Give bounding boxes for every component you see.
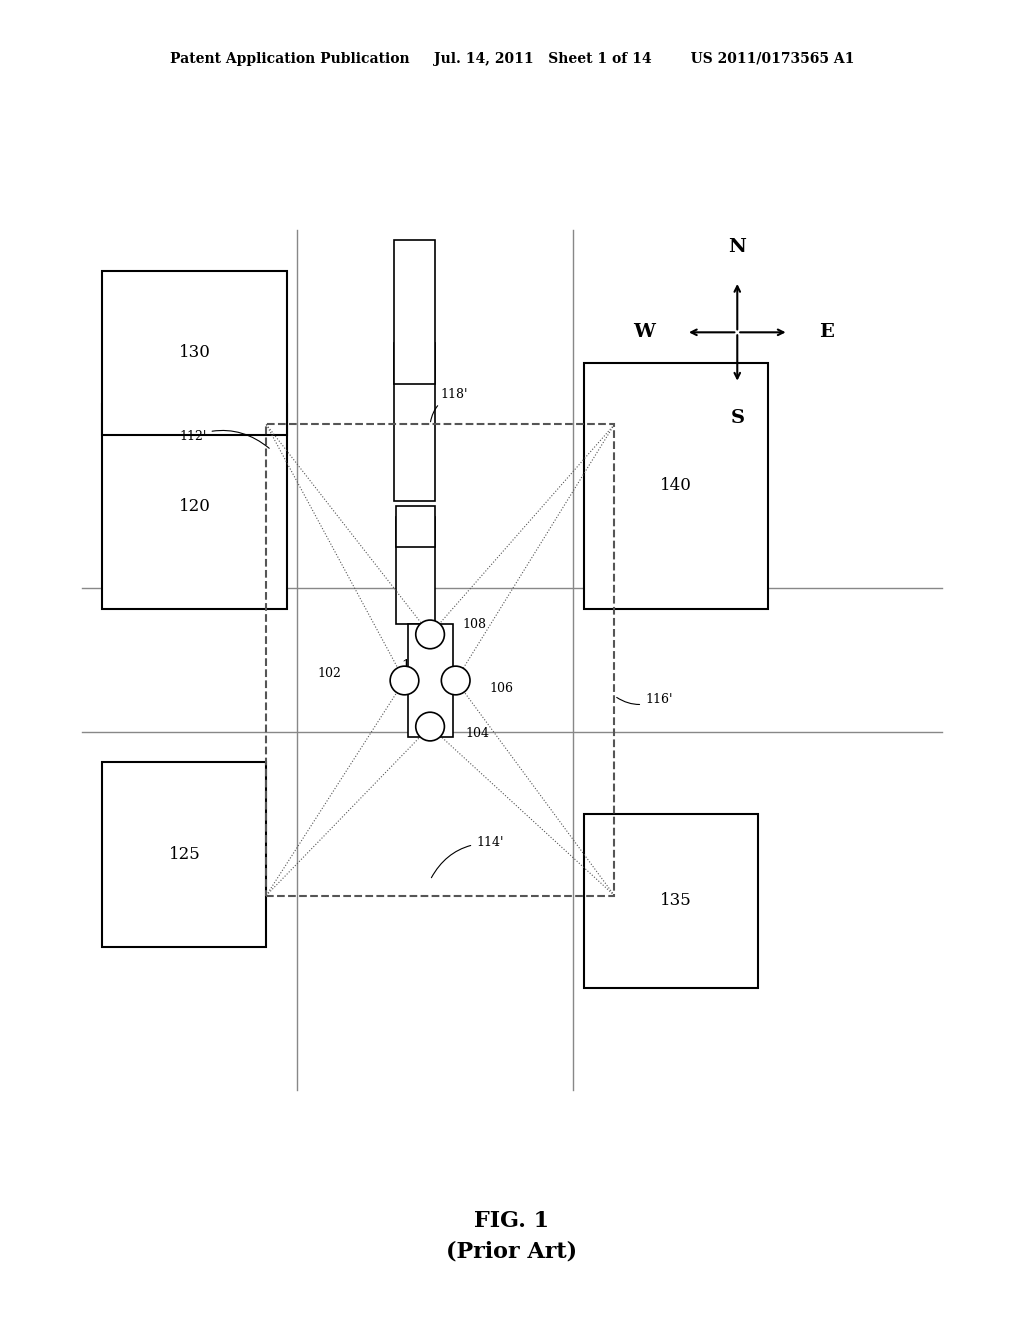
Text: 108: 108 <box>463 618 486 631</box>
Text: (Prior Art): (Prior Art) <box>446 1241 578 1262</box>
Bar <box>102 271 287 434</box>
Bar <box>394 343 435 502</box>
Text: 140: 140 <box>659 478 692 495</box>
Text: 106: 106 <box>489 682 513 696</box>
Text: 130: 130 <box>178 345 211 362</box>
Bar <box>102 404 287 609</box>
Text: 120: 120 <box>178 498 211 515</box>
Text: 135: 135 <box>659 892 692 909</box>
Text: FIG. 1: FIG. 1 <box>474 1210 550 1232</box>
Text: 125: 125 <box>168 846 201 863</box>
Bar <box>584 363 768 609</box>
Text: 116': 116' <box>616 693 673 706</box>
Bar <box>584 813 758 987</box>
Bar <box>396 507 435 548</box>
Bar <box>394 240 435 384</box>
Text: E: E <box>819 323 835 342</box>
Circle shape <box>416 620 444 648</box>
Text: 100: 100 <box>401 659 428 673</box>
Text: 104: 104 <box>466 727 489 741</box>
Text: 102: 102 <box>317 667 341 680</box>
Text: 112': 112' <box>179 430 269 449</box>
Bar <box>266 425 614 895</box>
Text: W: W <box>634 323 655 342</box>
Text: 114': 114' <box>431 837 504 878</box>
Text: Patent Application Publication     Jul. 14, 2011   Sheet 1 of 14        US 2011/: Patent Application Publication Jul. 14, … <box>170 53 854 66</box>
Bar <box>396 516 435 624</box>
Circle shape <box>441 667 470 694</box>
Circle shape <box>390 667 419 694</box>
Text: S: S <box>730 409 744 428</box>
Bar <box>408 624 453 737</box>
Bar <box>102 763 266 946</box>
Text: 118': 118' <box>430 388 468 421</box>
Circle shape <box>416 713 444 741</box>
Text: N: N <box>728 238 746 256</box>
